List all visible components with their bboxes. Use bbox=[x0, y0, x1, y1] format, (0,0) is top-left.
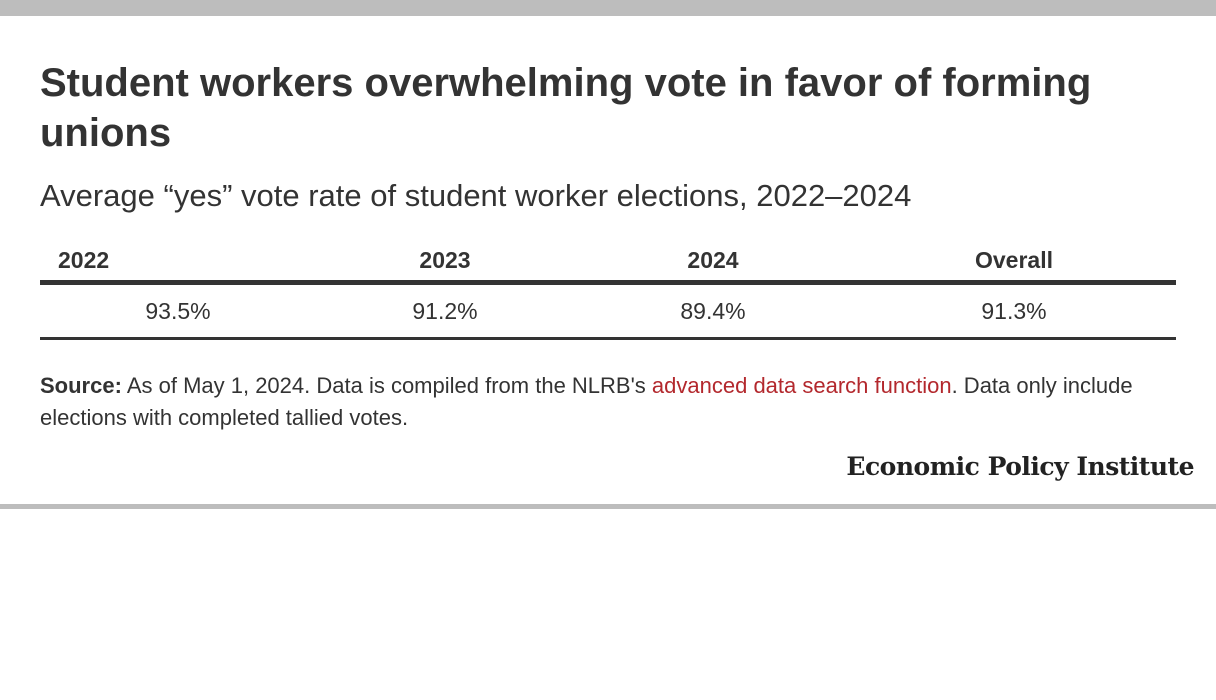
source-note: Source: As of May 1, 2024. Data is compi… bbox=[40, 370, 1160, 434]
epi-logo: Economic Policy Institute bbox=[846, 452, 1194, 481]
column-header-2024: 2024 bbox=[574, 240, 852, 285]
table-cell-overall: 91.3% bbox=[852, 282, 1176, 340]
data-table-wrapper: 2022 2023 2024 Overall 93.5% 91.2% 89.4%… bbox=[40, 240, 1176, 340]
table-cell-2023: 91.2% bbox=[316, 282, 574, 340]
chart-title: Student workers overwhelming vote in fav… bbox=[40, 61, 1092, 155]
top-rule bbox=[0, 0, 1216, 16]
column-header-2022: 2022 bbox=[40, 240, 316, 285]
source-text-after: . Data only include elections with compl… bbox=[40, 373, 1133, 430]
data-table: 2022 2023 2024 Overall 93.5% 91.2% 89.4%… bbox=[40, 240, 1176, 340]
table-cell-2022: 93.5% bbox=[40, 282, 316, 340]
column-header-2023: 2023 bbox=[316, 240, 574, 285]
table-row: 93.5% 91.2% 89.4% 91.3% bbox=[40, 282, 1176, 340]
source-label: Source: bbox=[40, 373, 122, 398]
table-cell-2024: 89.4% bbox=[574, 282, 852, 340]
column-header-overall: Overall bbox=[852, 240, 1176, 285]
table-header-row: 2022 2023 2024 Overall bbox=[40, 240, 1176, 285]
bottom-rule bbox=[0, 504, 1216, 509]
source-text-before: As of May 1, 2024. Data is compiled from… bbox=[121, 373, 652, 398]
source-link[interactable]: advanced data search function bbox=[651, 373, 952, 398]
chart-subtitle: Average “yes” vote rate of student worke… bbox=[40, 178, 912, 213]
